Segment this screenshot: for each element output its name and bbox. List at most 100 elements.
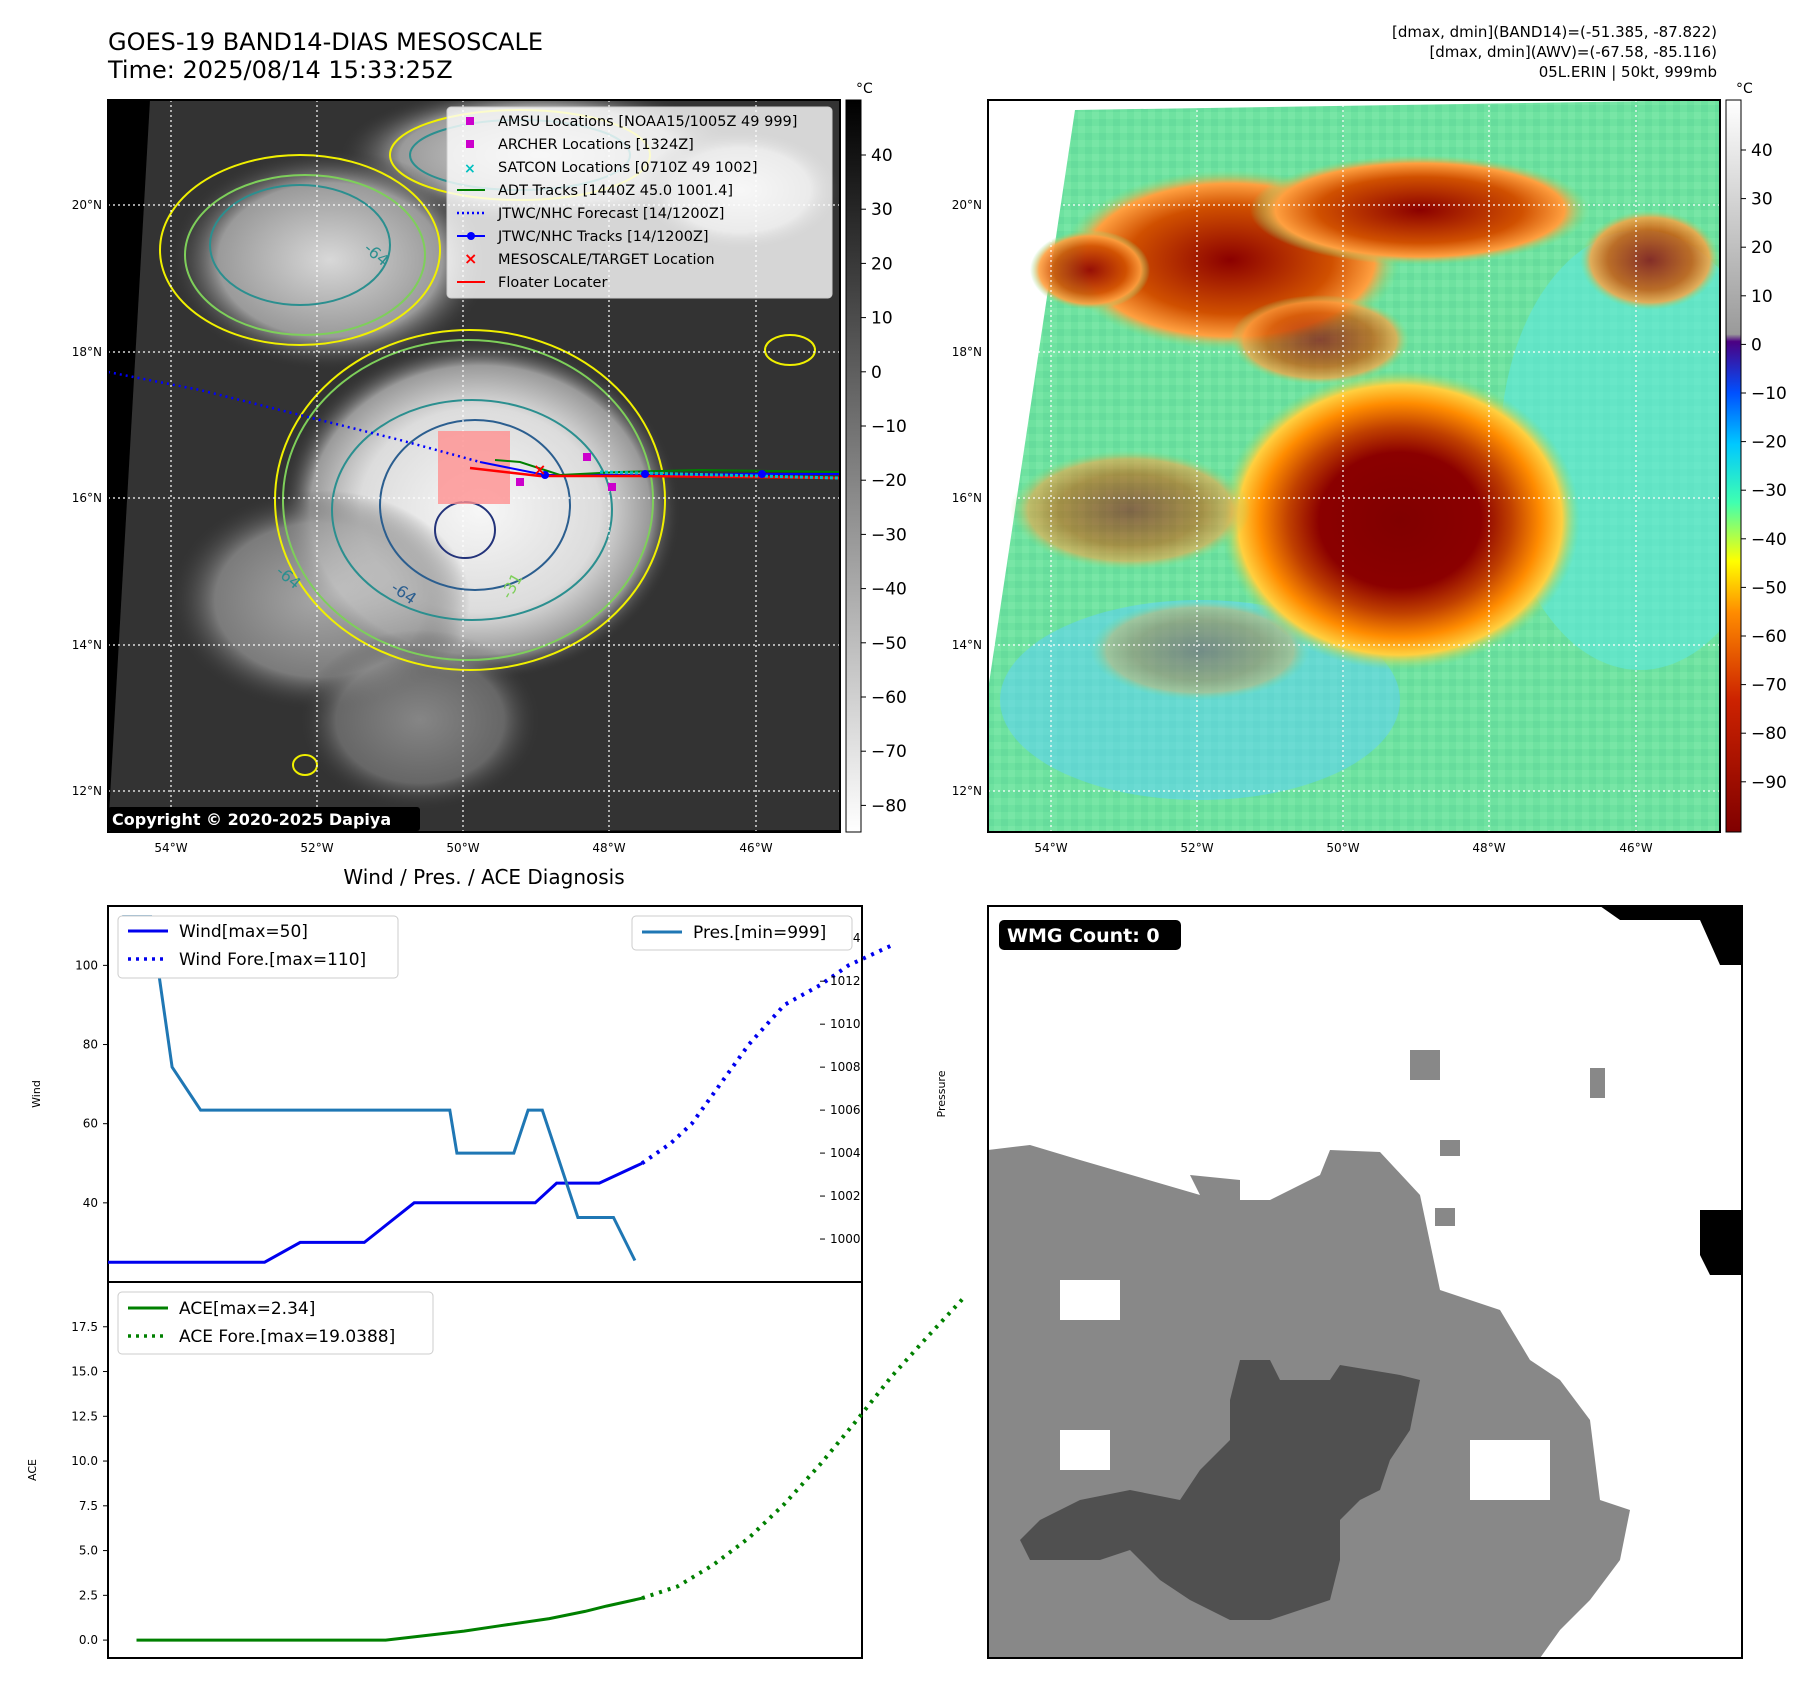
legend-entry-archer: ARCHER Locations [1324Z]	[498, 137, 694, 153]
y-tick-label: 7.5	[79, 1499, 98, 1513]
legend-entry-forecast: JTWC/NHC Forecast [14/1200Z]	[497, 206, 724, 222]
colorbar-tick-label: 20	[1751, 238, 1773, 258]
nhc-point	[541, 471, 549, 479]
lon-label: 46°W	[739, 841, 772, 855]
y-tick-label: 40	[83, 1196, 98, 1210]
y-tick-label: 1002	[830, 1189, 861, 1203]
colorbar-tick-label: 40	[871, 146, 893, 166]
legend-entry-floater: Floater Locater	[498, 275, 607, 291]
x-marker-icon: ×	[464, 249, 477, 268]
colorbar-tick-label: −40	[1751, 530, 1787, 550]
colorbar-tick-label: −20	[871, 471, 907, 491]
x-marker-icon: ×	[464, 161, 476, 177]
colorbar-tick-label: −10	[871, 417, 907, 437]
wv-colorbar-ticks: 40 30 20 10 0 −10 −20 −30 −40 −50 −60 −70 −80 −90	[1741, 141, 1787, 793]
y-tick-label: 1010	[830, 1017, 861, 1031]
y-tick-label: 2.5	[79, 1588, 98, 1602]
legend-entry-adt: ADT Tracks [1440Z 45.0 1001.4]	[498, 183, 733, 199]
lat-label: 20°N	[72, 198, 102, 212]
lon-label: 54°W	[1034, 841, 1067, 855]
ir-colorbar-unit: °C	[856, 81, 873, 97]
wv-colorbar	[1725, 99, 1742, 833]
stats-line-storm: 05L.ERIN | 50kt, 999mb	[1538, 63, 1717, 81]
wind-legend: Wind[max=50] Wind Fore.[max=110]	[117, 915, 399, 979]
lat-label: 12°N	[952, 784, 982, 798]
wind-plot: 40 60 80 100	[75, 943, 893, 1264]
y-tick-label: 15.0	[71, 1365, 98, 1379]
wind-fore-legend-label: Wind Fore.[max=110]	[179, 950, 366, 970]
lat-label: 16°N	[72, 491, 102, 505]
colorbar-tick-label: −80	[871, 796, 907, 816]
archer-marker	[516, 478, 524, 486]
ace-fore-legend-label: ACE Fore.[max=19.0388]	[179, 1327, 395, 1347]
adt-track	[494, 459, 840, 477]
y-tick-label: 1004	[830, 1146, 861, 1160]
pressure-axis-label: Pressure	[935, 1070, 948, 1117]
wind-legend-label: Wind[max=50]	[179, 922, 308, 942]
wv-image	[988, 100, 1720, 832]
lat-label: 14°N	[72, 638, 102, 652]
ace-axis-label: ACE	[26, 1459, 39, 1481]
y-tick-label: 1000	[830, 1232, 861, 1246]
wv-lat-labels: 20°N 18°N 16°N 14°N 12°N	[952, 198, 982, 798]
y-tick-label: 100	[75, 958, 98, 972]
lon-label: 46°W	[1619, 841, 1652, 855]
pressure-legend-label: Pres.[min=999]	[693, 923, 826, 943]
colorbar-tick-label: −70	[871, 742, 907, 762]
diagnosis-title: Wind / Pres. / ACE Diagnosis	[343, 865, 624, 889]
pressure-legend: Pres.[min=999]	[631, 915, 853, 951]
colorbar-tick-label: −50	[1751, 578, 1787, 598]
colorbar-tick-label: 10	[871, 309, 893, 329]
lon-label: 48°W	[592, 841, 625, 855]
square-marker-icon	[466, 117, 474, 125]
colorbar-tick-label: 20	[871, 254, 893, 274]
nhc-point	[758, 470, 766, 478]
y-tick-label: 5.0	[79, 1544, 98, 1558]
ir-lon-labels: 54°W 52°W 50°W 48°W 46°W	[154, 841, 772, 855]
colorbar-tick-label: −10	[1751, 384, 1787, 404]
wind-axis-label: Wind	[30, 1080, 43, 1108]
archer-marker	[608, 483, 616, 491]
figure-title: GOES-19 BAND14-DIAS MESOSCALE Time: 2025…	[108, 28, 543, 84]
series-line	[136, 1596, 643, 1642]
ir-panel-frame	[107, 99, 841, 833]
wmg-badge-text: WMG Count: 0	[1007, 925, 1160, 947]
wv-lon-labels: 54°W 52°W 50°W 48°W 46°W	[1034, 841, 1652, 855]
ace-plot: 0.0 2.5 5.0 7.5 10.0 12.5 15.0 17.5	[71, 1297, 964, 1647]
amsu-marker	[583, 453, 591, 461]
colorbar-tick-label: −70	[1751, 676, 1787, 696]
y-tick-label: 1008	[830, 1060, 861, 1074]
colorbar-tick-label: −50	[871, 634, 907, 654]
series-line	[122, 915, 637, 1262]
colorbar-tick-label: −60	[871, 688, 907, 708]
figure-title-line2: Time: 2025/08/14 15:33:25Z	[108, 56, 453, 84]
line-dot-icon	[467, 232, 475, 240]
legend-entry-target: MESOSCALE/TARGET Location	[498, 252, 715, 268]
colorbar-tick-label: 30	[1751, 190, 1773, 210]
lon-label: 50°W	[1326, 841, 1359, 855]
colorbar-tick-label: 0	[1751, 335, 1762, 355]
colorbar-tick-label: 0	[871, 363, 882, 383]
lon-label: 54°W	[154, 841, 187, 855]
wmg-image	[988, 906, 1742, 1658]
colorbar-tick-label: −80	[1751, 724, 1787, 744]
ace-legend-label: ACE[max=2.34]	[179, 1299, 315, 1319]
colorbar-tick-label: −60	[1751, 627, 1787, 647]
wmg-panel-frame	[987, 905, 1743, 1659]
stats-block: [dmax, dmin](BAND14)=(-51.385, -87.822) …	[1392, 22, 1717, 82]
ace-legend: ACE[max=2.34] ACE Fore.[max=19.0388]	[117, 1291, 434, 1355]
wmg-badge	[999, 920, 1181, 950]
wv-colorbar-unit: °C	[1736, 81, 1753, 97]
figure-title-line1: GOES-19 BAND14-DIAS MESOSCALE	[108, 28, 544, 56]
y-tick-label: 0.0	[79, 1633, 98, 1647]
colorbar-tick-label: −20	[1751, 433, 1787, 453]
ir-legend: × × AMSU Locations [NOAA15/1005Z 49 999]…	[446, 106, 833, 299]
y-tick-label: 17.5	[71, 1320, 98, 1334]
lat-label: 14°N	[952, 638, 982, 652]
series-line	[641, 1297, 964, 1601]
wv-panel-frame	[987, 99, 1721, 833]
lat-label: 12°N	[72, 784, 102, 798]
lon-label: 48°W	[1472, 841, 1505, 855]
ir-lat-labels: 20°N 18°N 16°N 14°N 12°N	[72, 198, 102, 798]
